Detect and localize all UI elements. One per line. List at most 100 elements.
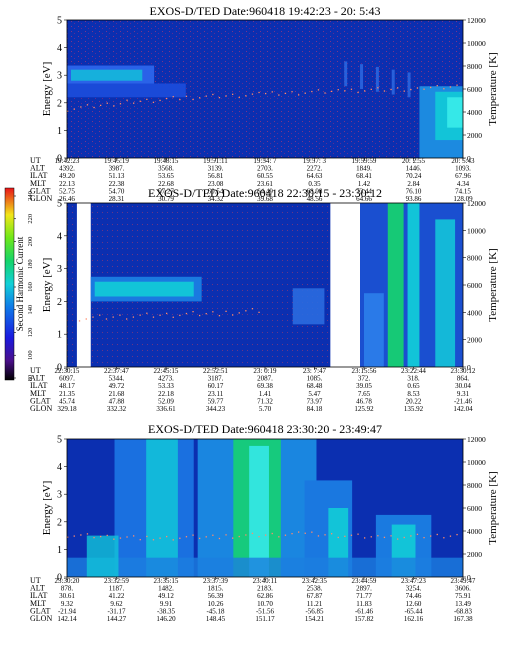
ephemeris-value: 53.65 <box>158 172 174 180</box>
ephemeris-value: 49.12 <box>158 592 174 600</box>
ephemeris-value: 1482. <box>158 585 174 593</box>
temperature-point <box>443 537 445 539</box>
ephemeris-value: 19:59:59 <box>352 157 377 165</box>
temperature-point <box>397 87 399 89</box>
ephemeris-value: 167.38 <box>453 615 473 623</box>
ephemeris-value: -61.46 <box>355 607 374 615</box>
temperature-point <box>443 88 445 90</box>
colorbar-tick-label: 80 <box>27 375 34 382</box>
ephemeris-value: -31.17 <box>107 607 126 615</box>
ephemeris-value: 344.23 <box>206 405 226 413</box>
temperature-point <box>218 96 221 99</box>
y2-tick-label: 8000 <box>467 481 482 490</box>
temperature-point <box>139 100 141 102</box>
ephemeris-row-label: MLT <box>30 599 46 608</box>
y-tick-label: 1 <box>57 126 62 137</box>
temperature-point <box>278 536 280 538</box>
temperature-point <box>93 106 95 109</box>
ephemeris-value: 71.77 <box>356 592 372 600</box>
ephemeris-table: UT 22:30:15 22:37:47 22:45:15 22:52:51 23: 0:… <box>30 366 476 413</box>
ephemeris-value: 19:54: 7 <box>253 157 277 165</box>
temperature-point <box>383 90 386 92</box>
ephemeris-value: 22:37:47 <box>104 367 129 375</box>
y2-tick-label: 0 <box>467 154 471 163</box>
ephemeris-value: 23: 7:47 <box>303 367 327 375</box>
y-tick-label: 3 <box>57 71 62 82</box>
ephemeris-value: 12.60 <box>406 600 422 608</box>
temperature-point <box>73 535 75 537</box>
temperature-point <box>245 310 247 312</box>
temperature-point <box>179 314 181 317</box>
temperature-point <box>324 534 326 536</box>
ephemeris-value: 128.09 <box>453 195 473 203</box>
temperature-point <box>67 536 69 538</box>
ephemeris-row-label: GLAT <box>30 396 51 405</box>
y-tick-label: 2 <box>57 297 62 308</box>
ephemeris-value: 19:42:23 <box>55 157 80 165</box>
y-tick-label: 5 <box>57 435 62 446</box>
y-tick-label: 3 <box>57 490 62 501</box>
ephemeris-value: 22:30:15 <box>55 367 80 375</box>
temperature-point <box>185 312 188 315</box>
y2-tick-label: 6000 <box>467 85 482 94</box>
temperature-point <box>78 320 81 322</box>
y-axis-label: Energy [eV] <box>41 258 53 312</box>
ephemeris-row-label: ILAT <box>30 171 47 180</box>
ephemeris-value: -38.35 <box>157 607 176 615</box>
ephemeris-value: 73.44 <box>356 187 372 195</box>
temperature-point <box>212 93 214 96</box>
temperature-point <box>146 535 148 538</box>
ephemeris-value: 20: 5:43 <box>451 157 475 165</box>
temperature-point <box>172 96 174 98</box>
temperature-point <box>350 534 353 536</box>
temperature-point <box>225 310 227 312</box>
ephemeris-value: 1.42 <box>358 180 371 188</box>
ephemeris-value: 28.31 <box>109 195 125 203</box>
y-tick-label: 0 <box>57 154 62 165</box>
y-axis-left: 0 1 2 3 4 5 Energy [eV] <box>41 435 67 584</box>
temperature-point <box>192 534 194 536</box>
temperature-point <box>271 91 273 93</box>
ephemeris-value: 52.75 <box>59 187 75 195</box>
temperature-point <box>251 532 254 535</box>
temperature-point <box>218 537 221 540</box>
ephemeris-value: 336.61 <box>156 405 176 413</box>
ephemeris-value: 9.32 <box>61 600 74 608</box>
ephemeris-value: 30.61 <box>59 592 75 600</box>
temperature-point <box>106 534 108 537</box>
ephemeris-value: -51.56 <box>256 607 275 615</box>
temperature-point <box>172 316 174 318</box>
temperature-point <box>284 534 287 536</box>
temperature-point <box>370 536 372 538</box>
ephemeris-value: 142.04 <box>453 405 473 413</box>
ephemeris-value: 1187. <box>109 585 125 593</box>
ephemeris-value: 19:45:19 <box>104 157 129 165</box>
ephemeris-value: 56.81 <box>208 172 224 180</box>
ephemeris-value: 23:40:11 <box>253 577 278 585</box>
temperature-point <box>370 88 372 90</box>
temperature-point <box>86 533 89 535</box>
temperature-point <box>152 539 155 541</box>
ephemeris-value: 0.35 <box>308 180 321 188</box>
spectrogram <box>67 20 463 158</box>
temperature-point <box>331 90 333 93</box>
temperature-point <box>146 98 148 101</box>
temperature-point <box>100 104 102 107</box>
y2-tick-label: 8000 <box>467 254 482 263</box>
ephemeris-value: 23:32:59 <box>104 577 129 585</box>
y2-tick-label: 12000 <box>467 199 486 208</box>
temperature-point <box>304 532 306 534</box>
ephemeris-value: 60.54 <box>208 187 224 195</box>
temperature-point <box>133 102 135 104</box>
y2-tick-label: 4000 <box>467 308 482 317</box>
y-tick-label: 5 <box>57 16 62 27</box>
temperature-point <box>85 318 87 320</box>
y2-tick-label: 0 <box>467 363 471 372</box>
ephemeris-value: 1446. <box>406 165 422 173</box>
temperature-point <box>245 534 247 536</box>
y-tick-label: 4 <box>57 462 62 473</box>
ephemeris-value: 19:48:15 <box>154 157 179 165</box>
ephemeris-value: 45.74 <box>59 397 75 405</box>
y-axis-label: Energy [eV] <box>41 481 53 535</box>
